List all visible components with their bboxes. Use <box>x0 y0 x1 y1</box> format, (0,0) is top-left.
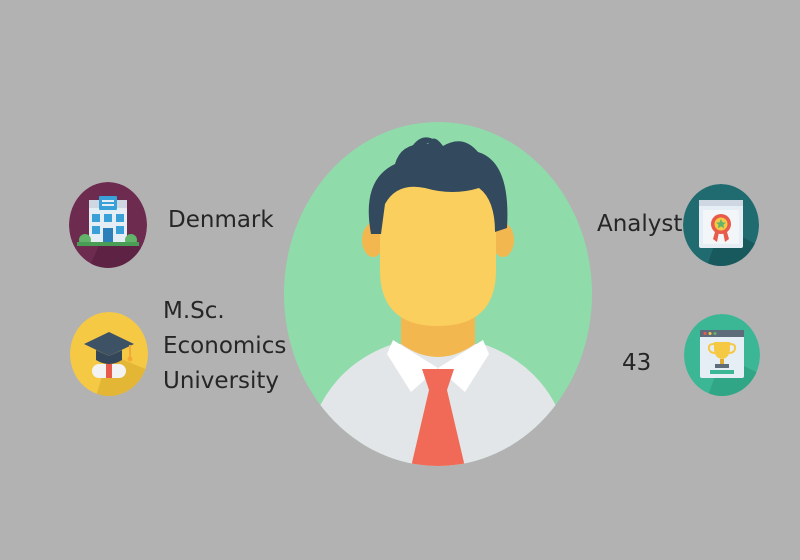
trophy-webpage-icon <box>684 314 760 396</box>
education-degree: M.Sc. <box>163 298 225 324</box>
age-label: 43 <box>622 350 652 376</box>
graduation-cap-diploma-icon <box>70 312 148 396</box>
person-avatar <box>283 122 593 467</box>
office-building-icon <box>69 182 147 268</box>
education-field: Economics <box>163 333 287 359</box>
education-label: M.Sc. Economics University <box>163 294 286 399</box>
location-label: Denmark <box>168 207 274 233</box>
certificate-award-icon <box>683 184 759 266</box>
education-institution: University <box>163 368 280 394</box>
occupation-label: Analyst <box>597 211 683 237</box>
